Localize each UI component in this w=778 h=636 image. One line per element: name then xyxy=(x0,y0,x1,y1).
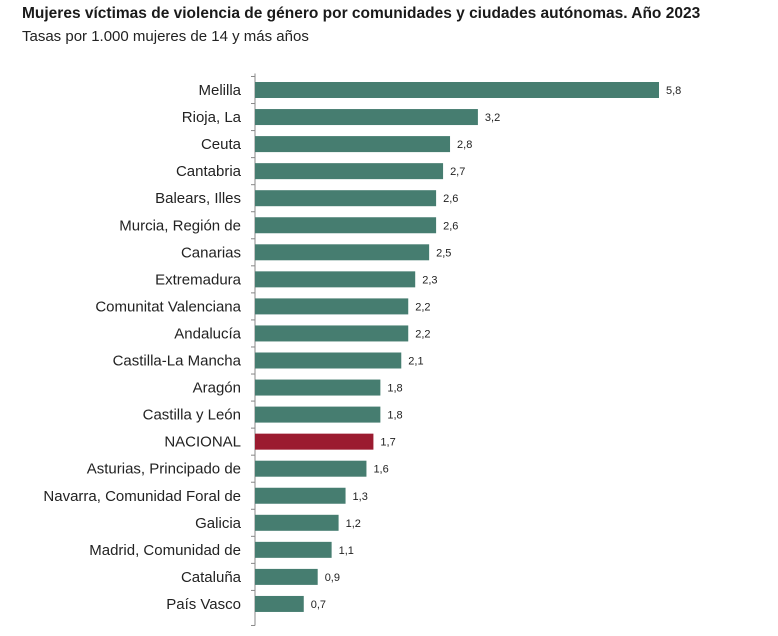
value-label: 2,5 xyxy=(436,247,451,259)
bar xyxy=(255,136,451,153)
value-label: 2,2 xyxy=(415,301,430,313)
category-label: Cantabria xyxy=(176,163,242,180)
category-label: Castilla-La Mancha xyxy=(113,353,242,370)
bar xyxy=(255,595,304,612)
value-label: 2,7 xyxy=(450,166,465,178)
chart-title: Mujeres víctimas de violencia de género … xyxy=(22,5,701,22)
category-label: Rioja, La xyxy=(182,109,242,126)
category-label: Asturias, Principado de xyxy=(87,461,241,478)
value-label: 5,8 xyxy=(666,85,681,97)
bar xyxy=(255,190,437,207)
category-label: Murcia, Región de xyxy=(119,217,241,234)
category-label: Madrid, Comunidad de xyxy=(89,542,241,559)
bar xyxy=(255,406,381,423)
chart-subtitle: Tasas por 1.000 mujeres de 14 y más años xyxy=(22,28,309,45)
category-label: Andalucía xyxy=(174,325,241,342)
value-label: 2,6 xyxy=(443,193,458,205)
value-label: 2,3 xyxy=(422,274,437,286)
category-label: Ceuta xyxy=(201,136,242,153)
category-label: Cataluña xyxy=(181,569,242,586)
category-label: Galicia xyxy=(195,515,242,532)
bar xyxy=(255,541,332,558)
bar xyxy=(255,271,416,288)
value-label: 1,1 xyxy=(339,545,354,557)
bar xyxy=(255,109,478,126)
value-label: 1,7 xyxy=(380,437,395,449)
category-label: NACIONAL xyxy=(164,434,241,451)
bar xyxy=(255,514,339,531)
bar xyxy=(255,487,346,504)
value-label: 1,8 xyxy=(387,410,402,422)
value-label: 1,3 xyxy=(353,491,368,503)
bar xyxy=(255,433,374,450)
category-label: Balears, Illes xyxy=(155,190,241,207)
category-label: Castilla y León xyxy=(143,407,241,424)
value-label: 3,2 xyxy=(485,112,500,124)
value-label: 1,8 xyxy=(387,383,402,395)
value-label: 0,9 xyxy=(325,572,340,584)
value-label: 1,6 xyxy=(373,464,388,476)
category-label: Navarra, Comunidad Foral de xyxy=(43,488,241,505)
bar xyxy=(255,298,409,315)
value-label: 1,2 xyxy=(346,518,361,530)
bar xyxy=(255,352,402,369)
bar xyxy=(255,460,367,477)
bar xyxy=(255,82,659,98)
bar xyxy=(255,244,430,261)
bar xyxy=(255,325,409,342)
category-label: Canarias xyxy=(181,244,241,261)
value-label: 2,8 xyxy=(457,139,472,151)
category-label: Melilla xyxy=(198,82,241,99)
value-label: 2,1 xyxy=(408,356,423,368)
bar xyxy=(255,568,318,585)
value-label: 2,6 xyxy=(443,220,458,232)
category-label: Comunitat Valenciana xyxy=(95,298,241,315)
value-label: 2,2 xyxy=(415,328,430,340)
category-label: Aragón xyxy=(193,380,241,397)
bar xyxy=(255,163,444,180)
value-label: 0,7 xyxy=(311,599,326,611)
bar xyxy=(255,217,437,234)
category-label: Extremadura xyxy=(155,271,242,288)
category-label: País Vasco xyxy=(166,596,241,613)
bar xyxy=(255,379,381,396)
